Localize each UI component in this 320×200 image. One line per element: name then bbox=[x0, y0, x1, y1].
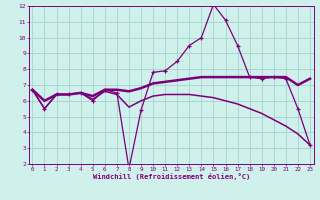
X-axis label: Windchill (Refroidissement éolien,°C): Windchill (Refroidissement éolien,°C) bbox=[92, 173, 250, 180]
